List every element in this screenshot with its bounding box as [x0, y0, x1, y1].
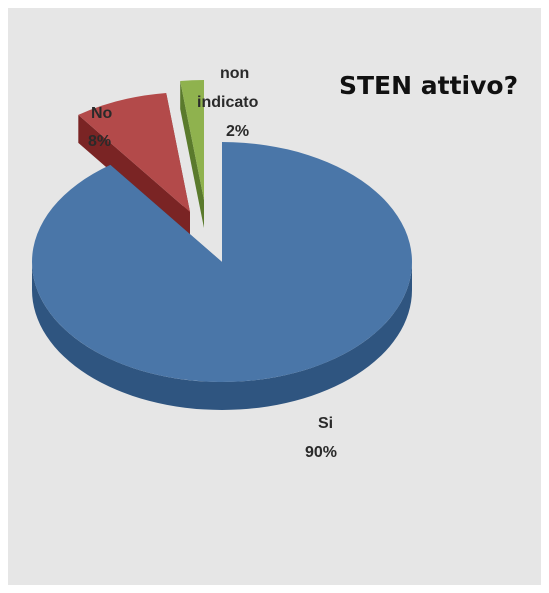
- slice-label-no: No 8%: [88, 105, 113, 150]
- slice-name-non-word: non: [220, 65, 249, 82]
- slice-no-top: [78, 92, 190, 212]
- slice-si: [31, 142, 413, 410]
- slice-percent-non-indicato: 2%: [226, 123, 249, 140]
- slice-non-indicato-top: [180, 80, 204, 200]
- slice-name-no: No: [91, 105, 113, 122]
- slice-name-indicato-word: indicato: [197, 94, 259, 111]
- chart-title: STEN attivo?: [339, 71, 518, 100]
- slice-non-indicato-wall-start: [180, 80, 204, 229]
- slice-percent-si: 90%: [305, 444, 337, 461]
- slice-percent-no: 8%: [88, 133, 111, 150]
- slice-label-non-indicato: non indicato 2%: [197, 65, 259, 140]
- slice-si-side: [32, 262, 412, 410]
- slice-si-top: [31, 142, 413, 382]
- slice-label-si: Si 90%: [305, 415, 337, 461]
- pie-slices: [31, 80, 413, 410]
- slice-name-si: Si: [318, 415, 333, 432]
- slice-no-wall-start: [78, 114, 190, 240]
- slice-no: [78, 92, 190, 241]
- slice-non-indicato: [180, 80, 204, 229]
